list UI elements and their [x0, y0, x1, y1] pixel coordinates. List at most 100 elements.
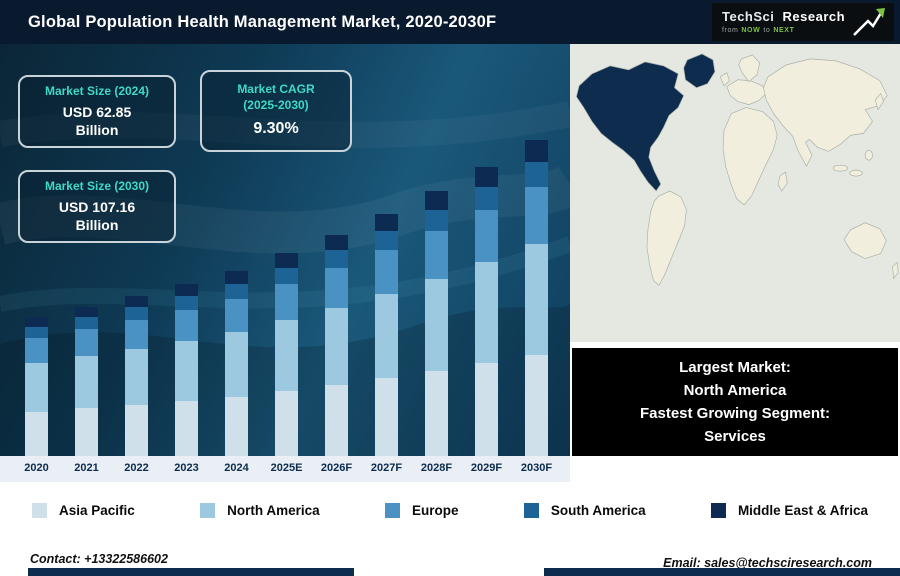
bar-segment-2028F-europe [425, 230, 448, 279]
bar-segment-2028F-south-america [425, 209, 448, 231]
stat-label: Market Size (2030) [44, 178, 150, 193]
logo-text: TechSci Research from NOW to NEXT [722, 8, 846, 35]
bar-segment-2029F-asia-pacific [475, 363, 498, 456]
stat-box-market-size-2030: Market Size (2030) USD 107.16 Billion [18, 170, 176, 243]
bar-segment-2030F-europe [525, 187, 548, 245]
bar-segment-2021-north-america [75, 356, 98, 409]
bar-segment-2023-europe [175, 309, 198, 341]
bar-segment-2024-middle-east-africa [225, 270, 248, 284]
bar-segment-2023-asia-pacific [175, 400, 198, 456]
logo-brand: TechSci Research [722, 8, 846, 24]
bar-segment-2030F-south-america [525, 161, 548, 188]
bar-2022 [125, 295, 148, 456]
bar-segment-2027F-north-america [375, 293, 398, 379]
legend-swatch [710, 502, 726, 518]
bar-segment-2027F-asia-pacific [375, 378, 398, 456]
bar-segment-2020-europe [25, 338, 48, 364]
map-region-greenland [683, 53, 716, 89]
bar-segment-2029F-middle-east-africa [475, 166, 498, 187]
stat-label: Market Size (2024) [44, 83, 150, 98]
bar-2030F [525, 139, 548, 456]
bar-segment-2022-asia-pacific [125, 404, 148, 456]
world-map [570, 44, 900, 342]
legend-item-south-america: South America [523, 502, 646, 518]
footer-bar-right [544, 568, 900, 576]
legend: Asia Pacific North America Europe South Ame… [0, 488, 900, 532]
bar-segment-2022-middle-east-africa [125, 295, 148, 308]
legend-swatch [200, 502, 216, 518]
bar-segment-2020-middle-east-africa [25, 317, 48, 327]
legend-label: South America [550, 502, 646, 518]
right-panel: Largest Market: North America Fastest Gr… [570, 44, 900, 456]
bar-segment-2024-south-america [225, 283, 248, 299]
bar-segment-2026F-south-america [325, 250, 348, 268]
bar-segment-2023-south-america [175, 295, 198, 310]
legend-swatch [32, 502, 47, 518]
largest-market-box: Largest Market: North America Fastest Gr… [572, 348, 898, 456]
legend-item-europe: Europe [384, 502, 459, 518]
map-region-south-america [646, 190, 687, 286]
bar-segment-2027F-europe [375, 250, 398, 294]
x-axis-label-2028F: 2028F [420, 462, 453, 474]
bar-segment-2022-south-america [125, 307, 148, 320]
bar-2021 [75, 307, 98, 456]
bar-segment-2021-europe [75, 329, 98, 357]
stat-unit: Billion [75, 122, 119, 139]
world-map-svg [570, 44, 900, 342]
page-title: Global Population Health Management Mark… [28, 12, 497, 31]
bar-segment-2023-middle-east-africa [175, 283, 198, 296]
x-axis-label-2020: 2020 [24, 462, 49, 474]
bar-segment-2029F-europe [475, 210, 498, 263]
map-region-new-zealand [892, 261, 899, 280]
stat-box-market-size-2024: Market Size (2024) USD 62.85 Billion [18, 75, 176, 148]
map-region-north-america [576, 61, 685, 192]
bar-segment-2030F-asia-pacific [525, 354, 548, 456]
legend-label: North America [227, 502, 320, 518]
bar-2025E [275, 253, 298, 456]
bar-segment-2028F-middle-east-africa [425, 191, 448, 210]
map-region-scandinavia [738, 54, 761, 83]
stat-value: USD 107.16 [58, 199, 136, 216]
bar-segment-2020-south-america [25, 326, 48, 339]
bar-segment-2021-south-america [75, 317, 98, 330]
stat-value: 9.30% [253, 120, 299, 138]
logo-tagline-to: to [763, 26, 771, 34]
bar-2026F [325, 234, 348, 456]
bar-2023 [175, 283, 198, 456]
bar-segment-2025E-europe [275, 283, 298, 321]
email-text: Email: sales@techsciresearch.com [663, 556, 872, 570]
map-region-indonesia [832, 164, 849, 172]
bar-2029F [475, 166, 498, 456]
map-region-europe [726, 79, 767, 105]
bar-segment-2020-north-america [25, 363, 48, 412]
logo-tagline-from: from [722, 26, 739, 34]
x-axis-label-2029F: 2029F [470, 462, 503, 474]
legend-item-north-america: North America [200, 502, 320, 518]
map-region-uk [719, 72, 730, 87]
legend-label: Middle East & Africa [737, 502, 868, 518]
largest-market-value: North America [683, 381, 787, 399]
bar-segment-2027F-middle-east-africa [375, 213, 398, 231]
logo-brand-part2: Research [782, 8, 846, 24]
x-axis-label-2022: 2022 [124, 462, 149, 474]
bar-segment-2025E-south-america [275, 267, 298, 284]
footer-bar-left [28, 568, 354, 576]
stat-value: USD 62.85 [62, 104, 132, 121]
bar-segment-2022-north-america [125, 348, 148, 405]
bar-segment-2026F-asia-pacific [325, 385, 348, 456]
logo-tagline-now: NOW [741, 26, 761, 34]
bar-segment-2024-north-america [225, 331, 248, 397]
bars-container [0, 44, 570, 456]
legend-swatch [384, 502, 400, 518]
bar-2027F [375, 213, 398, 456]
bar-segment-2028F-north-america [425, 278, 448, 372]
stat-label-line2: (2025-2030) [243, 97, 309, 112]
bar-segment-2025E-middle-east-africa [275, 253, 298, 268]
bar-segment-2029F-south-america [475, 187, 498, 210]
logo-arrow-icon [853, 8, 885, 36]
bar-segment-2021-asia-pacific [75, 408, 98, 456]
bar-segment-2022-europe [125, 319, 148, 349]
bar-segment-2024-asia-pacific [225, 396, 248, 456]
map-region-indonesia-2 [849, 169, 863, 177]
